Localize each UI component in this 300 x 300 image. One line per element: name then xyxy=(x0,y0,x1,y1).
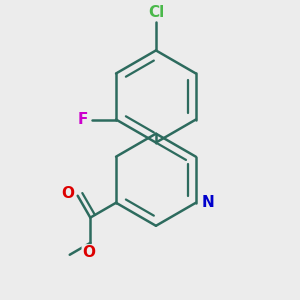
Text: N: N xyxy=(202,195,215,210)
Text: F: F xyxy=(78,112,88,127)
Text: O: O xyxy=(62,186,75,201)
Text: Cl: Cl xyxy=(148,4,164,20)
Text: O: O xyxy=(82,245,95,260)
